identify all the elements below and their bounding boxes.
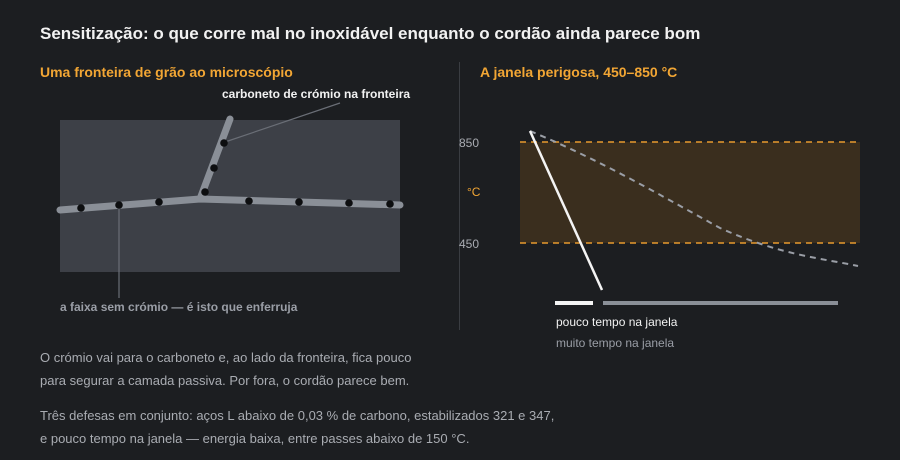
slow-cooling-curve <box>529 130 859 267</box>
defenses-paragraph: Três defesas em conjunto: aços L abaixo … <box>40 404 600 450</box>
carbide-dot <box>295 198 303 206</box>
grain-view-panel <box>60 120 400 272</box>
carbide-dot <box>210 164 218 172</box>
carbide-pointer-line <box>224 102 341 143</box>
page-title: Sensitização: o que corre mal no inoxidá… <box>40 24 701 43</box>
legend-short-label: pouco tempo na janela <box>556 315 678 329</box>
paragraph-line: Três defesas em conjunto: aços L abaixo … <box>40 408 555 423</box>
fast-cooling-curve <box>528 130 604 291</box>
paragraph-line: O crómio vai para o carboneto e, ao lado… <box>40 350 412 365</box>
danger-window-title: A janela perigosa, 450–850 °C <box>480 64 678 80</box>
panel-divider <box>459 62 460 330</box>
tick-850-label: 850 <box>459 136 480 150</box>
carbide-dot <box>345 199 353 207</box>
tick-450-label: 450 <box>459 237 480 251</box>
temperature-unit-label: °C <box>467 185 481 199</box>
depleted-zone-label: a faixa sem crómio — é isto que enferruj… <box>60 300 298 314</box>
legend-long-label: muito tempo na janela <box>556 336 675 350</box>
carbide-label: carboneto de crómio na fronteira <box>222 87 411 101</box>
paragraph-line: para segurar a camada passiva. Por fora,… <box>40 373 410 388</box>
carbide-dot <box>220 139 228 147</box>
carbide-dot <box>77 204 85 212</box>
carbide-dot <box>115 201 123 209</box>
carbide-dot <box>386 200 394 208</box>
carbide-dot <box>245 197 253 205</box>
paragraph-line: e pouco tempo na janela — energia baixa,… <box>40 431 470 446</box>
grain-boundary-title: Uma fronteira de grão ao microscópio <box>40 64 293 80</box>
grain-boundary-branch <box>196 115 234 203</box>
explanation-paragraph: O crómio vai para o carboneto e, ao lado… <box>40 346 600 392</box>
carbide-dot <box>201 188 209 196</box>
carbide-dot <box>155 198 163 206</box>
danger-window-band <box>520 142 860 243</box>
